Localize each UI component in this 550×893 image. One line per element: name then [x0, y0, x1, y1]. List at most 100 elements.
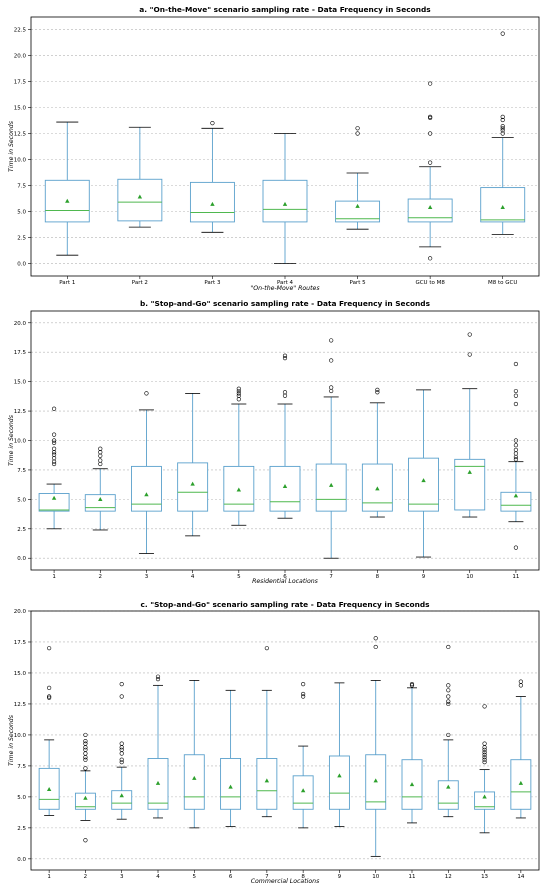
mean-marker: [409, 782, 415, 787]
iqr-box: [74, 792, 96, 810]
x-tick-label: 1: [47, 874, 51, 880]
outlier-point: [355, 126, 360, 131]
mean-marker: [500, 204, 505, 209]
outlier-point: [51, 456, 57, 461]
box-3: [189, 120, 235, 233]
chart-panel-2: b. "Stop-and-Go" scenario sampling rate …: [8, 299, 540, 585]
outlier-point: [513, 454, 519, 460]
x-tick-label: 3: [145, 574, 149, 580]
x-tick-label: 8: [376, 574, 380, 580]
outlier-point: [282, 393, 288, 398]
outlier-point: [482, 704, 487, 709]
iqr-box: [111, 790, 133, 810]
chart-title: b. "Stop-and-Go" scenario sampling rate …: [140, 299, 431, 308]
mean-marker: [375, 486, 380, 491]
outlier-point: [513, 443, 519, 448]
y-tick-label: 10.0: [14, 733, 27, 739]
outlier-point: [155, 674, 161, 679]
iqr-box: [328, 755, 350, 810]
outlier-point: [51, 432, 57, 437]
mean-marker: [65, 198, 70, 203]
y-tick-label: 15.0: [14, 671, 27, 677]
outlier-point: [236, 386, 241, 391]
box-14: [510, 679, 532, 819]
x-tick-label: M8 to GCU: [488, 280, 517, 286]
iqr-box: [84, 494, 116, 512]
outlier-point: [513, 388, 519, 394]
outlier-point: [482, 745, 487, 750]
chart-panel-3: c. "Stop-and-Go" scenario sampling rate …: [8, 600, 540, 885]
outlier-point: [119, 757, 124, 762]
box-10: [454, 332, 486, 518]
outlier-point: [301, 682, 306, 687]
iqr-box: [408, 457, 439, 512]
iqr-box: [335, 200, 381, 223]
outlier-point: [119, 747, 124, 752]
mean-marker: [236, 487, 242, 492]
mean-marker: [513, 493, 519, 498]
outlier-point: [500, 128, 505, 133]
outlier-point: [446, 701, 451, 707]
mean-marker: [192, 775, 197, 780]
y-tick-label: 7.5: [17, 184, 26, 190]
outlier-point: [428, 160, 433, 165]
box-6: [269, 353, 301, 519]
outlier-point: [500, 117, 505, 123]
outlier-point: [51, 446, 57, 451]
outlier-point: [119, 694, 124, 699]
y-tick-label: 20.0: [14, 53, 27, 59]
x-tick-label: 3: [120, 874, 124, 880]
outlier-point: [119, 745, 124, 750]
iqr-box: [220, 758, 242, 810]
iqr-box: [474, 791, 496, 810]
mean-marker: [337, 773, 342, 778]
outlier-point: [518, 679, 523, 684]
outlier-point: [98, 450, 103, 455]
outlier-point: [47, 695, 52, 700]
iqr-box: [407, 198, 453, 223]
mean-marker: [155, 780, 161, 785]
iqr-box: [117, 178, 163, 222]
outlier-point: [482, 741, 487, 746]
box-4: [177, 393, 209, 537]
outlier-point: [282, 353, 288, 358]
outlier-point: [282, 390, 288, 395]
outlier-point: [119, 741, 124, 746]
iqr-box: [500, 491, 532, 512]
outlier-point: [409, 683, 415, 688]
outlier-point: [51, 440, 57, 445]
outlier-point: [518, 683, 523, 688]
y-axis-label: Time in Seconds: [8, 414, 15, 466]
outlier-point: [373, 636, 378, 641]
outlier-point: [513, 545, 519, 550]
x-tick-label: Part 2: [132, 280, 148, 286]
outlier-point: [428, 114, 433, 119]
y-tick-label: 2.5: [17, 826, 26, 832]
chart-title: c. "Stop-and-Go" scenario sampling rate …: [140, 600, 430, 609]
y-axis-label: Time in Seconds: [8, 120, 15, 172]
chart-panel-1: a. "On-the-Move" scenario sampling rate …: [8, 5, 540, 292]
box-7: [315, 338, 347, 559]
outlier-point: [155, 677, 161, 682]
plot-frame: [30, 610, 540, 871]
outlier-point: [373, 644, 378, 650]
x-tick-label: 4: [156, 874, 160, 880]
outlier-point: [482, 757, 487, 762]
box-1: [38, 646, 60, 816]
mean-marker: [282, 484, 288, 489]
x-tick-label: 10: [372, 874, 379, 880]
outlier-point: [446, 699, 451, 704]
y-tick-label: 12.5: [14, 131, 27, 137]
outlier-point: [428, 256, 433, 261]
outlier-point: [329, 358, 334, 363]
outlier-point: [83, 745, 88, 750]
box-6: [407, 81, 453, 261]
x-tick-label: 6: [229, 874, 233, 880]
box-1: [38, 406, 70, 530]
box-11: [500, 361, 532, 550]
x-tick-label: Part 1: [59, 280, 75, 286]
outlier-point: [83, 751, 88, 756]
chart-title: a. "On-the-Move" scenario sampling rate …: [139, 5, 431, 14]
outlier-point: [482, 760, 487, 765]
x-tick-label: 5: [237, 574, 241, 580]
